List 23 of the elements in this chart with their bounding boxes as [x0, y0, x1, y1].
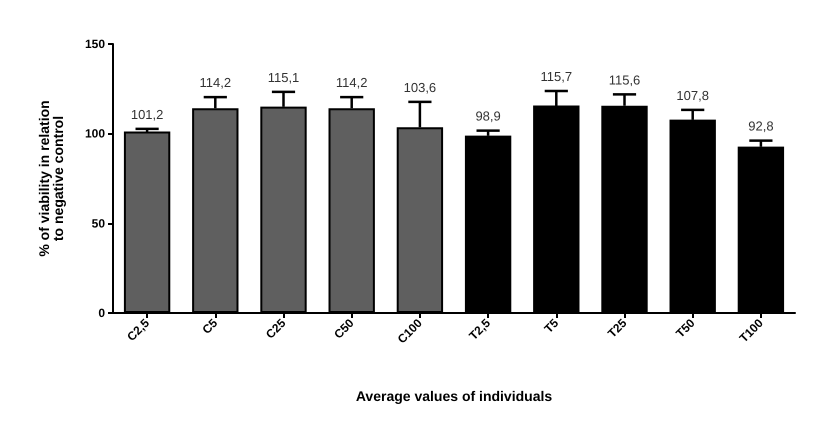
- data-label: 107,8: [676, 88, 709, 103]
- data-label: 115,6: [608, 72, 640, 88]
- x-tick-label: C50: [331, 316, 357, 342]
- data-label: 103,6: [404, 80, 436, 95]
- x-axis-title: Average values of individuals: [356, 388, 552, 404]
- data-label: 115,1: [268, 70, 300, 85]
- x-tick-label: C25: [262, 316, 289, 342]
- x-tick-label: T2,5: [466, 316, 494, 343]
- x-tick-label: C5: [200, 316, 220, 337]
- y-tick-label: 150: [84, 37, 106, 51]
- data-label: 115,7: [540, 68, 572, 84]
- x-tick-label: T5: [541, 316, 562, 336]
- data-label: 114,2: [200, 75, 232, 90]
- y-axis-title: % of viability in relation to negative control: [36, 100, 66, 257]
- data-label: 98,9: [475, 108, 501, 124]
- x-tick-label: T50: [673, 316, 698, 341]
- y-tick-label: 50: [92, 216, 106, 230]
- y-tick-label: 100: [84, 126, 106, 141]
- data-label: 92,8: [748, 118, 774, 134]
- data-label: 114,2: [336, 75, 368, 90]
- data-label: 101,2: [130, 106, 164, 122]
- y-tick-label: 0: [98, 306, 106, 320]
- x-tick-label: T25: [604, 316, 630, 341]
